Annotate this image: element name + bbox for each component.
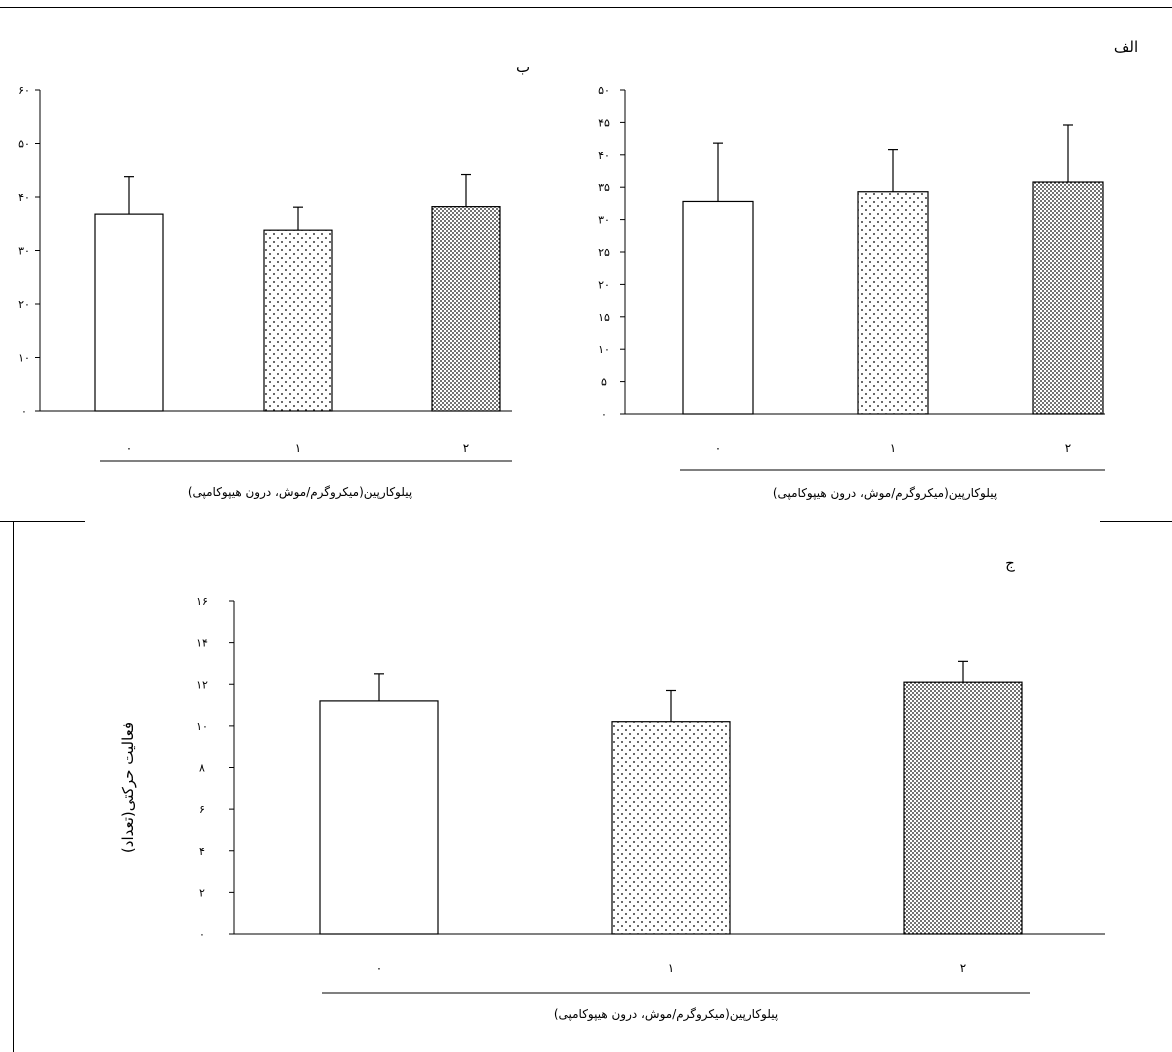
y-tick-label: ۶۰ bbox=[18, 84, 30, 97]
y-tick-label: ۵ bbox=[601, 376, 607, 389]
x-axis-label: پیلوکارپین(میکروگرم/موش، درون هیپوکامپی) bbox=[773, 486, 997, 501]
y-tick-label: ۴۰ bbox=[598, 149, 610, 162]
x-category-label: ۱ bbox=[668, 961, 674, 975]
bar bbox=[1032, 181, 1104, 415]
bar bbox=[611, 721, 731, 935]
y-tick-label: ۱۶ bbox=[196, 595, 208, 608]
x-category-label: ۰ bbox=[126, 441, 132, 455]
y-tick-label: ۲ bbox=[199, 886, 205, 899]
bar bbox=[319, 700, 439, 935]
y-tick-label: ۱۵ bbox=[598, 311, 610, 324]
x-category-label: ۲ bbox=[1065, 441, 1071, 455]
panel-label: الف bbox=[1114, 38, 1138, 56]
x-category-label: ۲ bbox=[960, 961, 966, 975]
bar bbox=[431, 206, 501, 412]
y-tick-label: ۸ bbox=[199, 762, 205, 775]
bar bbox=[263, 229, 333, 412]
y-tick-label: ۳۰ bbox=[18, 245, 30, 258]
y-tick-label: ۳۰ bbox=[598, 214, 610, 227]
x-axis-label: پیلوکارپین(میکروگرم/موش، درون هیپوکامپی) bbox=[554, 1007, 778, 1022]
x-category-label: ۱ bbox=[890, 441, 896, 455]
y-tick-label: ۱۰ bbox=[18, 352, 30, 365]
y-tick-label: ۵۰ bbox=[598, 84, 610, 97]
bar bbox=[857, 191, 929, 415]
bar bbox=[903, 681, 1023, 935]
y-tick-label: ۴۵ bbox=[598, 116, 610, 129]
x-category-label: ۰ bbox=[376, 961, 382, 975]
y-axis-label: فعالیت حرکتی(تعداد) bbox=[119, 722, 137, 853]
y-tick-label: ۴۰ bbox=[18, 191, 30, 204]
y-tick-label: ۱۰ bbox=[598, 343, 610, 356]
y-tick-label: ۵۰ bbox=[18, 138, 30, 151]
y-tick-label: ۰ bbox=[199, 928, 205, 941]
bar bbox=[682, 200, 754, 415]
chart-panel-b: ۰ ۱۰ ۲۰ ۳۰ ۴۰ ۵۰ ۶۰ ۰ ۱ ۲ پیلوکارپین(میکروگرم/موش،… bbox=[18, 58, 530, 500]
chart-panel-alef: ۰ ۵ ۱۰ ۱۵ ۲۰ ۲۵ ۳۰ ۳۵ ۴۰ ۴۵ ۵۰ ۰ ۱ ۲ پیلوکارپین(میکروگ… bbox=[598, 38, 1138, 501]
y-tick-label: ۱۲ bbox=[196, 678, 208, 691]
y-tick-label: ۲۰ bbox=[598, 278, 610, 291]
x-category-label: ۱ bbox=[295, 441, 301, 455]
x-axis-label: پیلوکارپین(میکروگرم/موش، درون هیپوکامپی) bbox=[188, 485, 412, 500]
y-tick-label: ۶ bbox=[199, 803, 205, 816]
panel-label: ب bbox=[516, 58, 530, 76]
y-tick-label: ۳۵ bbox=[598, 181, 610, 194]
bar bbox=[94, 213, 164, 412]
y-tick-label: ۱۴ bbox=[196, 637, 208, 650]
y-tick-label: ۲۵ bbox=[598, 246, 610, 259]
x-category-label: ۲ bbox=[463, 441, 469, 455]
y-tick-label: ۰ bbox=[21, 405, 27, 418]
y-tick-label: ۰ bbox=[601, 408, 607, 421]
y-tick-label: ۴ bbox=[199, 845, 205, 858]
panel-label: ج bbox=[1005, 554, 1015, 573]
x-category-label: ۰ bbox=[715, 441, 721, 455]
y-tick-label: ۱۰ bbox=[196, 720, 208, 733]
y-tick-label: ۲۰ bbox=[18, 298, 30, 311]
